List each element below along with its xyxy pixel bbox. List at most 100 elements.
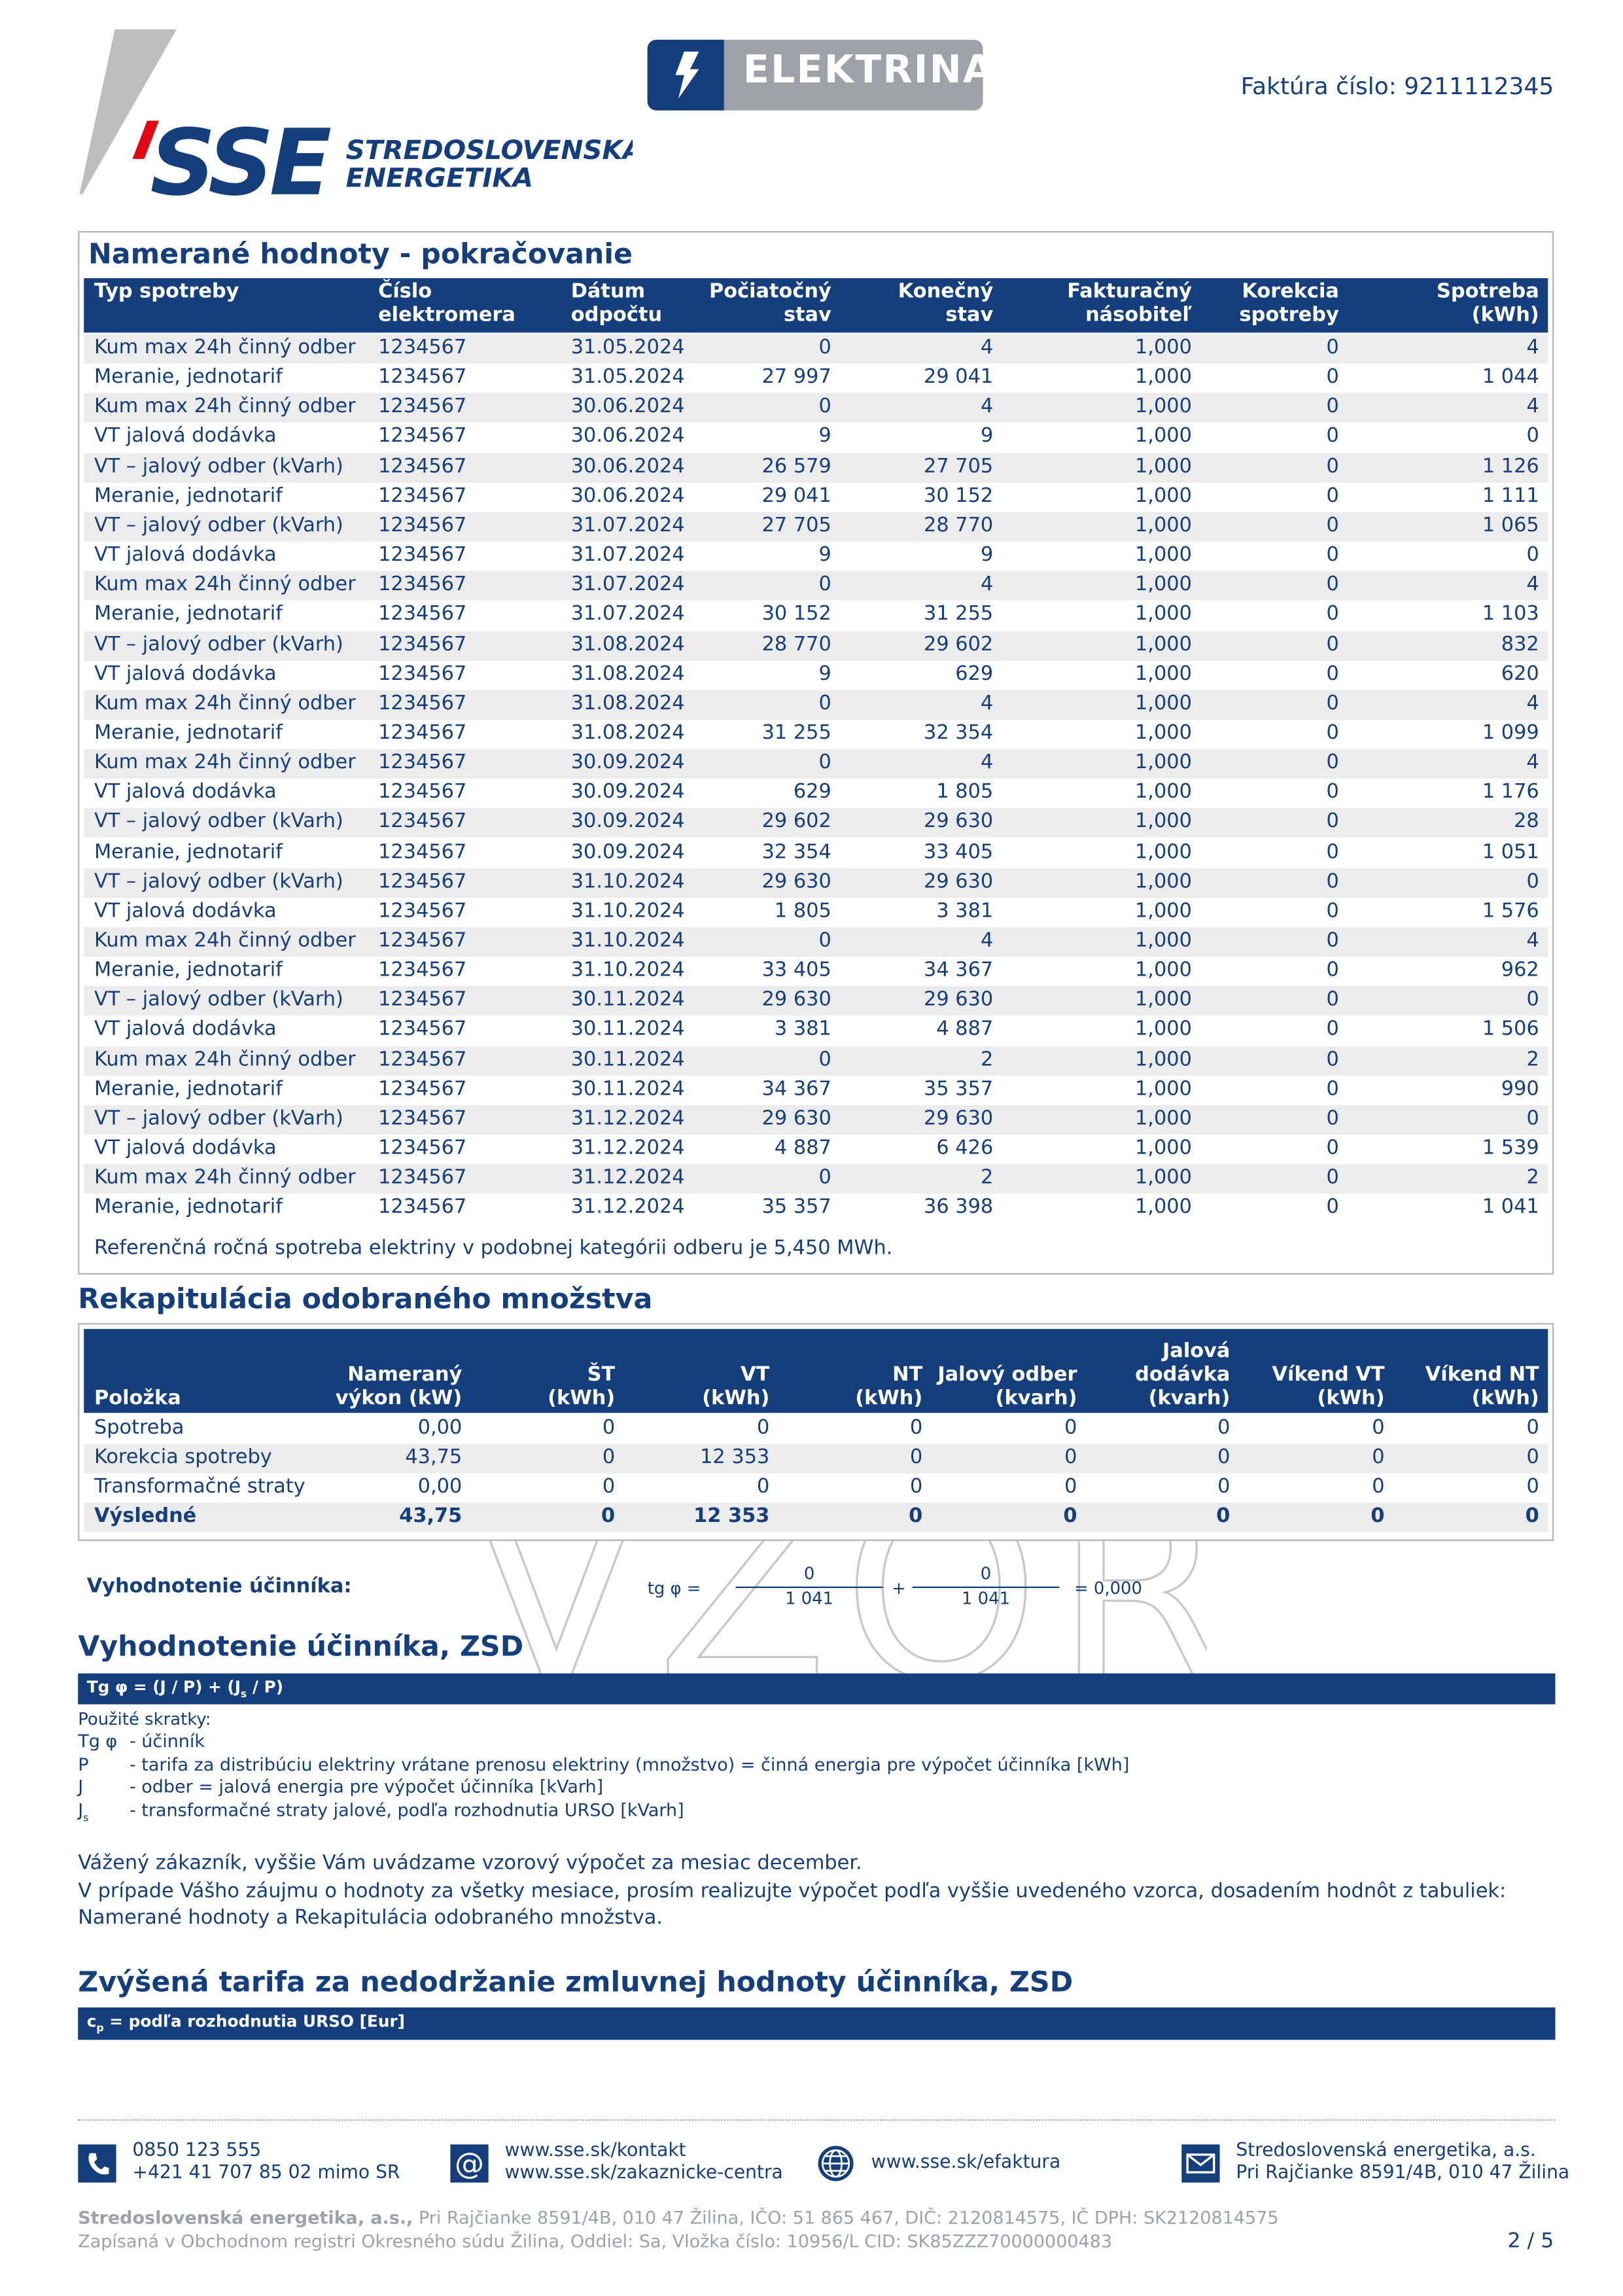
cell: 1234567: [378, 424, 467, 448]
cell: 31.12.2024: [570, 1165, 685, 1190]
cell: 0: [1525, 1504, 1539, 1528]
cell: 29 630: [761, 869, 831, 893]
column-header: Konečný stav: [898, 279, 994, 327]
cell: 0: [1217, 1445, 1230, 1469]
cell: 1 051: [1482, 839, 1539, 864]
bolt-icon: [675, 51, 699, 99]
cell: 629: [955, 662, 994, 686]
cell: VT – jalový odber (kVarh): [94, 987, 343, 1012]
logo-red: [132, 120, 159, 159]
cell: 31.08.2024: [570, 662, 685, 686]
cell: VT jalová dodávka: [94, 898, 277, 923]
cell: 0: [757, 1415, 770, 1439]
cell: 4 887: [936, 1017, 994, 1042]
row-band: [84, 393, 1548, 423]
column-header: Položka: [94, 1386, 181, 1410]
pf-bar-sub: s: [240, 1688, 247, 1701]
row-band: [84, 1164, 1548, 1194]
cell: 0: [818, 335, 831, 359]
cell: 30.09.2024: [570, 809, 685, 834]
invoice-number: Faktúra číslo: 9211112345: [1240, 72, 1554, 100]
measured-header: [84, 278, 1548, 333]
cell: 0: [1526, 987, 1539, 1012]
cell: 1234567: [378, 1017, 467, 1042]
tariff-title: Zvýšená tarifa za nedodržanie zmluvnej h…: [78, 1966, 1073, 1999]
pf-bar-text: Tg φ = (J / P) + (J: [86, 1678, 241, 1697]
row-band: [84, 571, 1548, 601]
cell: 29 041: [923, 365, 994, 389]
cell: 31.07.2024: [570, 573, 685, 597]
cell: 1,000: [1134, 662, 1192, 686]
cell: 31 255: [923, 602, 994, 626]
logo-wedge: [79, 29, 177, 194]
cell: Meranie, jednotarif: [94, 365, 283, 389]
cell: 620: [1501, 662, 1539, 686]
cell: 1234567: [378, 869, 467, 893]
formula-result: = 0,000: [1073, 1578, 1142, 1598]
cell: 28 770: [761, 632, 831, 656]
abbr-sub: s: [83, 1811, 89, 1824]
cell: 3 381: [936, 898, 994, 923]
cell: 1,000: [1134, 1165, 1192, 1190]
cell: 4: [1526, 335, 1539, 359]
cell: 0: [1326, 365, 1339, 389]
row-band: [84, 868, 1548, 898]
cell: 1234567: [378, 928, 467, 953]
pf-title: Vyhodnotenie účinníka, ZSD: [78, 1631, 524, 1663]
cell: 32 354: [923, 721, 994, 745]
cell: 4: [980, 395, 994, 419]
cell: 1234567: [378, 751, 467, 775]
cell: 0: [1326, 928, 1339, 953]
cell: 30 152: [761, 602, 831, 626]
cell: 0: [1326, 691, 1339, 715]
cell: 0: [1326, 1017, 1339, 1042]
cell: 0: [1064, 1445, 1077, 1469]
logo: SSE STREDOSLOVENSKÁ ENERGETIKA: [79, 29, 633, 206]
cell: VT – jalový odber (kVarh): [94, 513, 343, 537]
abbr-desc: - účinník: [129, 1731, 205, 1752]
cell: 1,000: [1134, 928, 1192, 953]
cell: VT – jalový odber (kVarh): [94, 632, 343, 656]
cell: Kum max 24h činný odber: [94, 1165, 356, 1190]
logo-sse: SSE: [150, 110, 330, 206]
cell: 4: [1526, 573, 1539, 597]
cell: 0: [818, 1047, 831, 1071]
contact-text: +421 41 707 85 02 mimo SR: [132, 2160, 400, 2183]
column-header: Počiatočný stav: [709, 279, 831, 327]
cell: 29 630: [923, 869, 994, 893]
cell: 0: [1326, 1106, 1339, 1131]
footer-rule: [78, 2119, 1556, 2121]
cell: 4: [1526, 751, 1539, 775]
cell: 1 065: [1482, 513, 1539, 537]
column-header: NT (kWh): [855, 1362, 923, 1410]
abbr-title: Použité skratky:: [78, 1708, 211, 1729]
cell: 0: [818, 573, 831, 597]
abbr-symbol: Js: [78, 1799, 89, 1824]
cell: 30.06.2024: [570, 484, 685, 508]
cell: 27 705: [761, 513, 831, 537]
cell: 43,75: [399, 1504, 462, 1528]
formula-lhs: tg φ =: [647, 1578, 701, 1598]
contact-text: 0850 123 555: [132, 2138, 262, 2161]
cell: 30 152: [923, 484, 994, 508]
abbr-desc: - transformačné straty jalové, podľa roz…: [129, 1799, 684, 1820]
cell: 0: [909, 1415, 923, 1439]
cell: 1234567: [378, 543, 467, 567]
cell: Meranie, jednotarif: [94, 1195, 283, 1220]
cell: 33 405: [761, 958, 831, 982]
cell: Kum max 24h činný odber: [94, 928, 356, 953]
column-header: Nameraný výkon (kW): [335, 1362, 462, 1410]
formula-num1: 0: [803, 1563, 815, 1584]
cell: 36 398: [923, 1195, 994, 1220]
cell: 1,000: [1134, 395, 1192, 419]
cell: 1,000: [1134, 780, 1192, 804]
cell: 1,000: [1134, 602, 1192, 626]
cell: 0: [1326, 1165, 1339, 1190]
cell: 2: [1526, 1165, 1539, 1190]
cell: 0: [1326, 809, 1339, 834]
cell: 0: [1063, 1504, 1077, 1528]
cell: 0: [1064, 1415, 1077, 1439]
cell: 1,000: [1134, 691, 1192, 715]
